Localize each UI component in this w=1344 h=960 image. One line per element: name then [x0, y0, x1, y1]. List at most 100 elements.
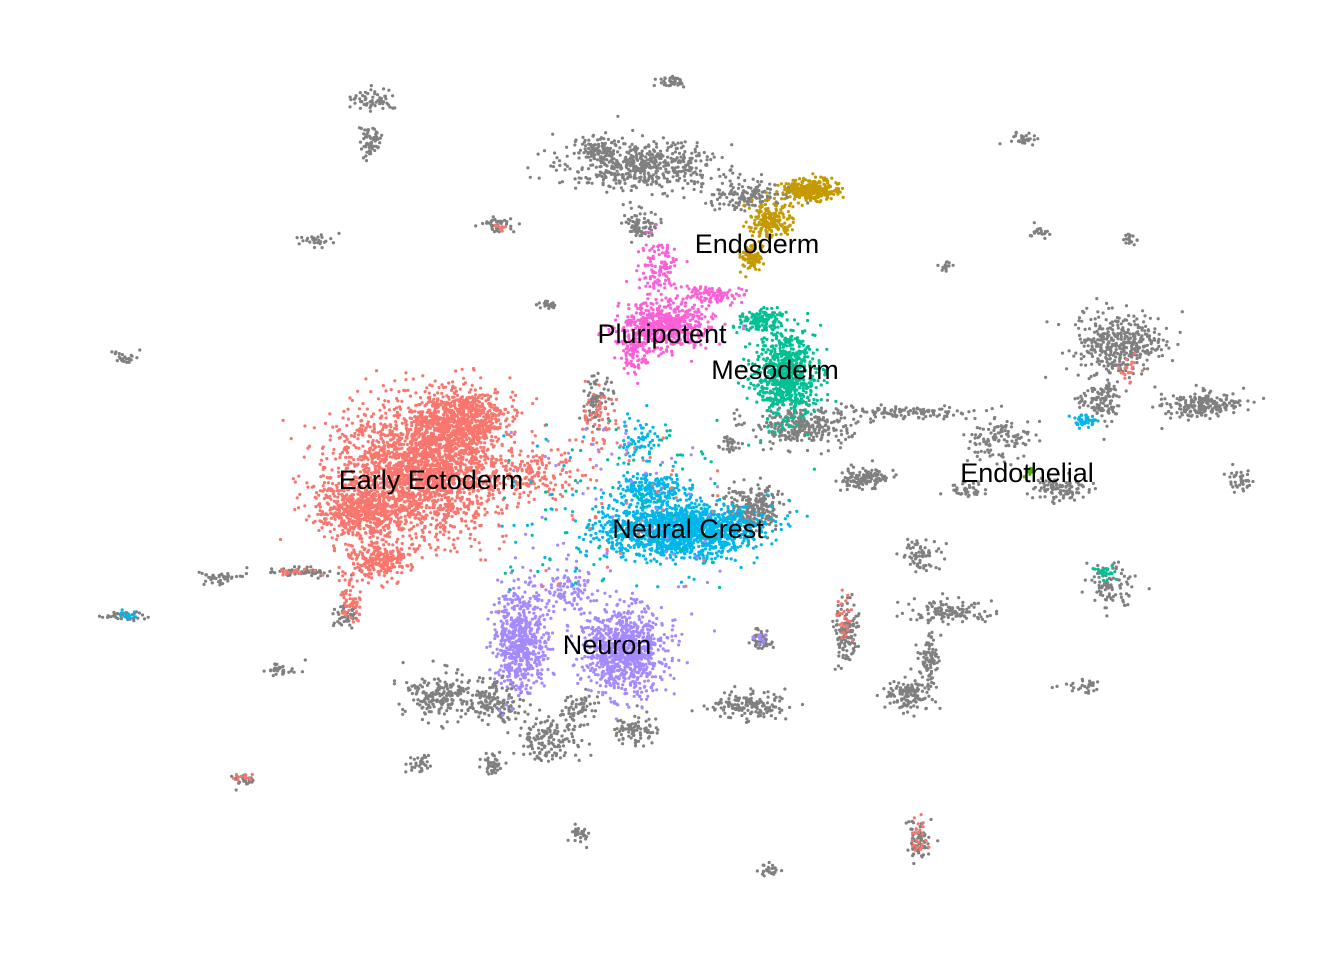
cell-point-background — [903, 414, 907, 419]
cell-point-background — [906, 703, 910, 707]
cell-point-background — [912, 714, 916, 718]
cell-point-background — [642, 744, 646, 748]
cell-point-background — [910, 551, 914, 555]
cell-point-background — [1062, 489, 1066, 493]
cell-point-background — [912, 597, 917, 601]
cell-point-background — [976, 601, 981, 605]
cell-point-background — [930, 676, 935, 680]
cell-point-background — [771, 645, 775, 650]
cell-point-background — [632, 147, 636, 151]
cell-point-background — [910, 827, 914, 832]
cell-point-background — [823, 419, 827, 423]
cell-point-background — [211, 576, 215, 580]
cell-point-background — [275, 662, 279, 666]
cell-point-background — [599, 171, 604, 175]
cell-point-background — [665, 141, 670, 145]
cell-point-background — [741, 498, 745, 502]
cell-point-background — [761, 448, 765, 452]
cell-point-background — [882, 476, 887, 480]
cell-point-background — [607, 184, 611, 188]
cell-point-background — [542, 149, 547, 153]
cell-point-background — [670, 166, 674, 170]
cell-point-background — [1052, 501, 1056, 506]
cell-point-background — [895, 684, 899, 689]
cell-point-background — [392, 679, 397, 683]
cell-point-background — [934, 612, 938, 616]
cell-point-background — [859, 414, 863, 418]
cell-point-background — [665, 148, 669, 152]
cell-point-background — [690, 709, 694, 713]
cell-point-background — [861, 407, 865, 411]
cell-point-background — [572, 151, 576, 155]
cell-point-background — [1092, 373, 1096, 377]
cell-point-background — [1114, 363, 1118, 367]
cell-point-background — [1231, 462, 1235, 467]
cell-point-background — [647, 234, 651, 238]
cell-point-background — [527, 731, 531, 735]
cell-point-background — [736, 703, 740, 707]
cell-point-background — [854, 480, 859, 485]
cell-point-background — [852, 603, 856, 607]
cell-point-background — [955, 409, 959, 413]
cell-point-background — [773, 192, 777, 196]
cell-point-background — [911, 545, 915, 550]
cell-point-background — [632, 166, 636, 170]
cell-point-background — [907, 820, 911, 824]
cell-point-background — [853, 645, 858, 649]
cell-point-background — [549, 724, 553, 728]
cell-point-background — [945, 414, 949, 419]
cell-point-background — [984, 440, 989, 444]
cell-point-background — [1075, 491, 1079, 495]
cell-point-background — [737, 182, 741, 186]
cell-point-background — [702, 150, 706, 155]
cell-point-background — [803, 434, 807, 438]
cell-point-background — [653, 77, 657, 81]
cell-point-background — [850, 652, 854, 656]
cell-point-background — [1090, 354, 1095, 359]
cell-point-background — [639, 727, 643, 731]
cell-point-background — [1064, 682, 1069, 686]
cell-point-background — [959, 607, 964, 611]
cell-point-background — [1101, 340, 1105, 344]
cell-point-background — [1131, 234, 1135, 238]
cell-point-background — [862, 478, 867, 482]
cell-point-background — [960, 492, 964, 496]
cell-point-background — [385, 101, 389, 105]
cell-point-background — [839, 607, 843, 611]
cell-point-background — [733, 191, 737, 195]
cell-point-background — [1161, 338, 1165, 342]
cell-point-background — [1092, 405, 1096, 409]
cell-point-background — [740, 490, 744, 494]
cell-point-background — [1124, 233, 1128, 237]
cell-point-background — [852, 417, 856, 421]
cell-point-background — [732, 480, 736, 484]
cell-point-background — [915, 686, 920, 691]
cell-point-background — [895, 552, 899, 556]
cell-point-background — [1119, 571, 1123, 576]
cell-point-background — [1230, 471, 1234, 475]
cell-point-background — [392, 682, 397, 686]
cell-point-background — [915, 411, 919, 415]
cell-point-background — [435, 699, 439, 704]
cell-point-background — [459, 698, 463, 702]
cell-point-background — [1100, 392, 1104, 397]
cell-point-background — [817, 431, 821, 435]
cell-point-background — [870, 459, 875, 463]
cell-point-background — [874, 410, 878, 414]
cell-point-background — [576, 170, 580, 174]
cell-point-background — [1112, 333, 1117, 337]
cell-point-background — [836, 637, 840, 641]
cell-point-background — [359, 100, 363, 104]
cell-point-background — [875, 693, 879, 698]
cell-point-background — [101, 615, 105, 619]
cell-point-background — [674, 166, 678, 170]
cell-point-background — [987, 443, 991, 447]
cell-point-background — [1133, 347, 1137, 351]
cell-point-background — [517, 704, 522, 709]
cell-point-background — [847, 435, 851, 439]
cell-point-background — [907, 690, 911, 694]
cell-point-background — [839, 488, 843, 492]
cell-point-background — [809, 417, 814, 421]
cell-point-background — [637, 180, 641, 184]
cell-point-background — [904, 686, 908, 690]
